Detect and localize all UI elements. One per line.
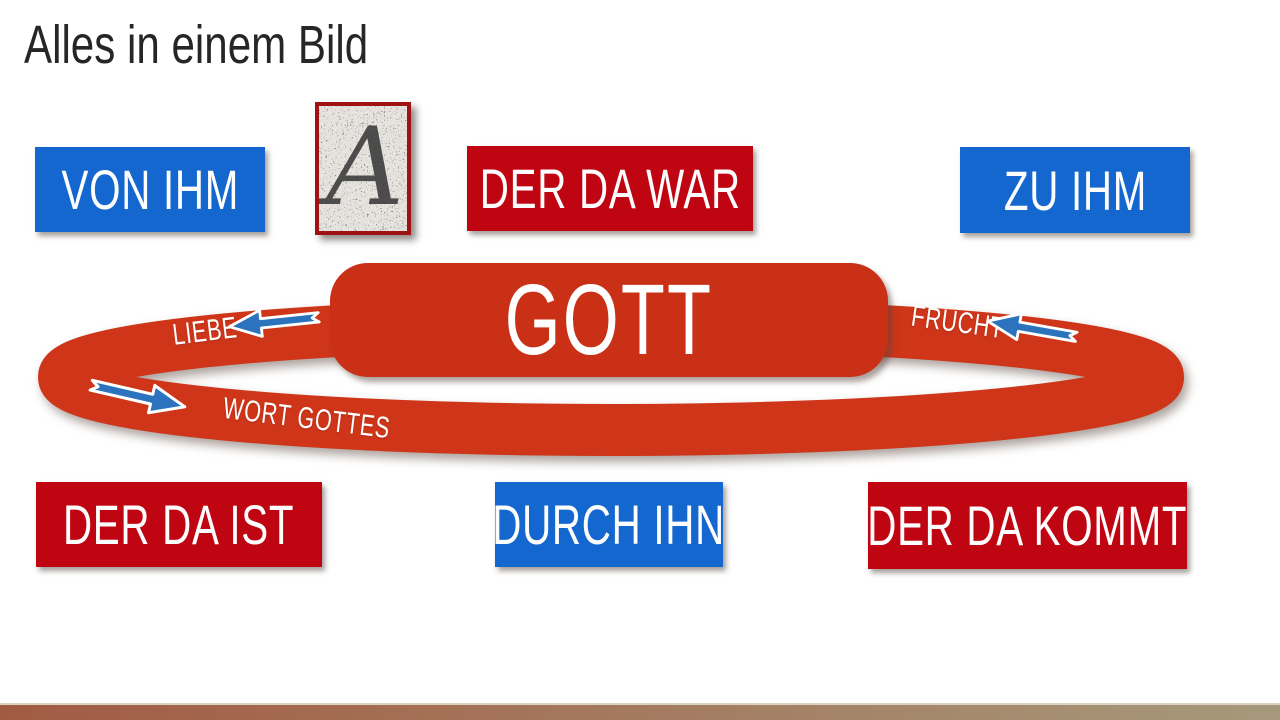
letter-a-stone-tile: A [315,102,411,235]
box-der-da-ist: DER DA IST [36,482,322,567]
arrow-left-icon [986,312,1079,343]
gott-capsule: GOTT [330,263,888,377]
ring-label-wort-gottes-text: WORT GOTTES [221,391,393,446]
letter-a-stone-image: A [315,102,411,235]
box-von-ihm: VON IHM [35,147,265,232]
stone-speckle-texture [315,102,411,235]
slide-footer-bar [0,703,1280,720]
stone-tile-border [315,102,411,235]
box-der-da-kommt-label: DER DA KOMMT [867,494,1188,557]
box-der-da-war-label: DER DA WAR [479,157,741,220]
box-durch-ihn: DURCH IHN [492,482,726,567]
box-der-da-ist-label: DER DA IST [63,493,295,556]
gott-label: GOTT [504,263,714,376]
slide-title-text: Alles in einem Bild [24,15,369,75]
ring-label-wort-gottes: WORT GOTTES [189,388,425,450]
box-zu-ihm: ZU IHM [960,147,1190,233]
box-zu-ihm-label: ZU IHM [1003,158,1147,222]
box-der-da-kommt: DER DA KOMMT [867,482,1188,569]
box-der-da-war: DER DA WAR [467,146,753,231]
arrow-left-icon [227,308,321,338]
slide-title: Alles in einem Bild [24,15,465,75]
arrow-right-icon [88,378,187,415]
box-durch-ihn-label: DURCH IHN [492,493,726,556]
stone-letter: A [317,105,404,230]
box-von-ihm-label: VON IHM [61,158,239,221]
